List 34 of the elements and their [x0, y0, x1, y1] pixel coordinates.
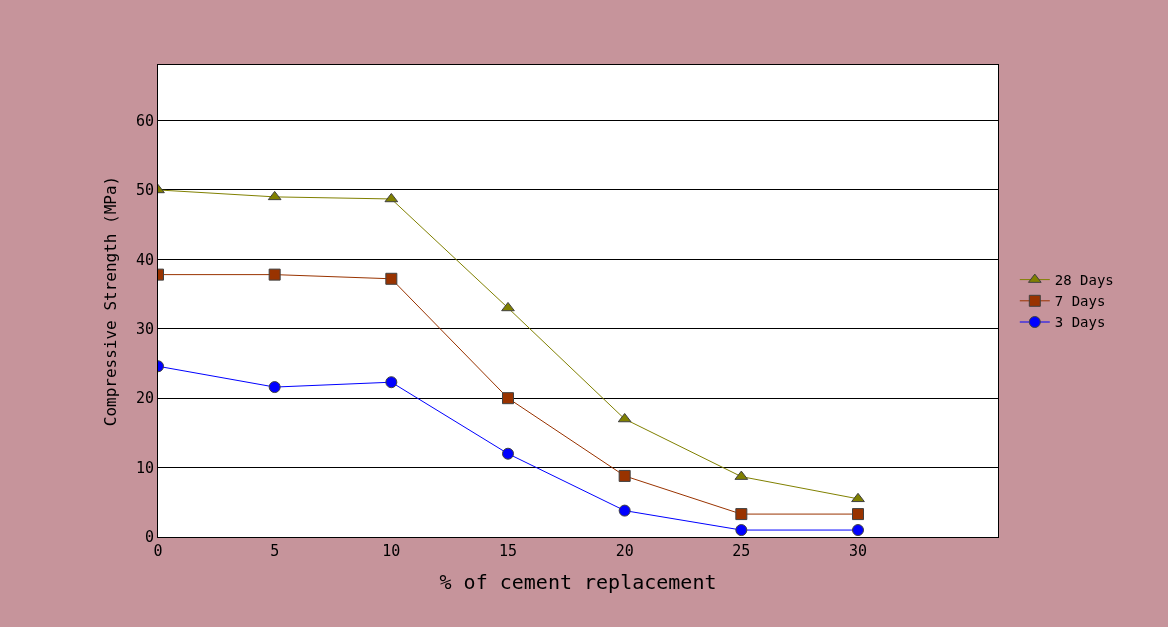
- legend-label: 3 Days: [1054, 314, 1106, 331]
- x-tick-label: 30: [848, 542, 868, 560]
- point: [735, 508, 748, 521]
- point: [851, 492, 865, 503]
- x-tick-label: 25: [732, 542, 751, 560]
- y-tick-label: 10: [135, 458, 154, 477]
- point: [267, 190, 282, 201]
- x-tick-label: 15: [498, 542, 518, 560]
- point: [618, 469, 631, 482]
- y-tick-label: 60: [135, 111, 154, 130]
- point: [384, 192, 399, 203]
- point: [735, 524, 748, 537]
- x-axis-title: % of cement replacement: [439, 569, 717, 594]
- point: [385, 376, 398, 389]
- point: [502, 392, 514, 405]
- point: [618, 504, 631, 517]
- y-tick-label: 50: [135, 181, 154, 200]
- x-tick-label: 5: [270, 542, 280, 560]
- y-tick-label: 0: [144, 528, 154, 547]
- point: [501, 301, 515, 312]
- point: [268, 268, 281, 281]
- y-tick-label: 40: [135, 250, 154, 269]
- legend-label: 28 Days: [1054, 272, 1114, 289]
- y-tick-label: 20: [135, 389, 154, 408]
- point: [852, 508, 864, 521]
- point: [268, 381, 281, 394]
- x-tick-label: 10: [382, 542, 401, 560]
- point: [502, 447, 514, 460]
- y-axis-title: Compressive Strength (MPa): [100, 175, 120, 427]
- legend-label: 7 Days: [1054, 293, 1106, 310]
- point: [385, 272, 398, 285]
- point: [852, 524, 864, 537]
- x-tick-label: 20: [615, 542, 634, 560]
- y-tick-label: 30: [135, 320, 154, 339]
